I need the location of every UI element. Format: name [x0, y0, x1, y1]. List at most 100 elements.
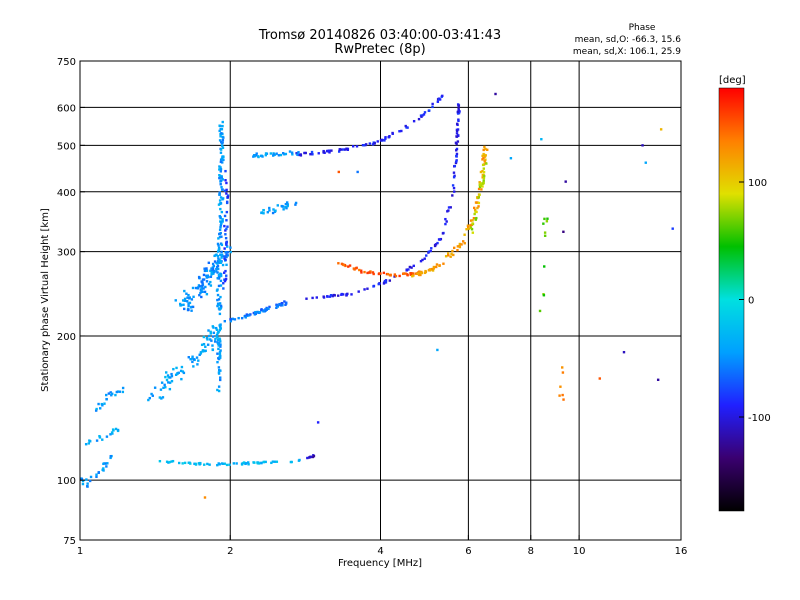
echo-point — [212, 326, 215, 329]
echo-point — [447, 254, 450, 257]
echo-point — [438, 264, 441, 267]
echo-point — [216, 267, 220, 271]
echo-point — [371, 143, 375, 146]
echo-point — [290, 460, 293, 464]
y-axis: 75 100 200 300 400 500 600 750 — [57, 57, 85, 547]
echo-point — [405, 273, 409, 276]
y-tick-label: 600 — [57, 103, 76, 114]
echo-point — [543, 234, 547, 237]
echo-point — [170, 460, 173, 463]
echo-point — [191, 360, 194, 364]
echo-point — [220, 141, 224, 145]
echo-point — [304, 151, 307, 155]
echo-point — [477, 205, 480, 208]
echo-point — [211, 335, 215, 338]
echo-point — [423, 257, 426, 260]
echo-point — [299, 154, 303, 157]
echo-point — [460, 243, 463, 246]
echo-point — [469, 224, 472, 227]
echo-point — [209, 332, 213, 335]
chart-subtitle: RwPretec (8p) — [334, 42, 425, 57]
echo-point — [262, 460, 266, 464]
echo-point — [418, 270, 421, 273]
echo-point — [388, 135, 391, 138]
echo-point — [215, 267, 218, 271]
echo-point — [181, 462, 184, 465]
echo-point — [564, 180, 567, 183]
echo-point — [379, 272, 382, 275]
echo-point — [472, 217, 476, 220]
echo-point — [218, 228, 222, 232]
echo-point — [331, 294, 334, 298]
echo-point — [474, 201, 478, 204]
echo-point — [218, 276, 221, 279]
echo-point — [220, 256, 223, 259]
echo-point — [419, 273, 422, 277]
echo-point — [456, 110, 460, 113]
echo-point — [431, 105, 434, 109]
echo-point — [217, 244, 220, 247]
echo-point — [229, 319, 233, 323]
echo-point — [217, 298, 221, 301]
echo-point — [176, 372, 179, 375]
echo-point — [191, 355, 194, 358]
echo-point — [217, 371, 221, 374]
echo-point — [481, 163, 485, 167]
echo-point — [224, 233, 227, 236]
echo-point — [467, 226, 470, 229]
echo-point — [455, 129, 459, 133]
echo-point — [377, 282, 380, 286]
echo-point — [297, 459, 301, 462]
echo-point — [371, 271, 375, 274]
echo-point — [225, 242, 228, 245]
echo-points — [80, 92, 674, 499]
echo-point — [455, 132, 459, 135]
echo-point — [217, 237, 220, 240]
echo-point — [260, 211, 263, 215]
echo-point — [482, 176, 486, 180]
echo-point — [224, 251, 227, 254]
echo-point — [225, 240, 229, 244]
x-tick-label: 16 — [675, 546, 688, 557]
echo-point — [170, 372, 173, 376]
echo-point — [219, 259, 222, 263]
echo-point — [272, 153, 275, 156]
echo-point — [206, 274, 210, 277]
echo-point — [256, 310, 259, 314]
echo-point — [450, 252, 453, 256]
echo-point — [436, 241, 439, 245]
echo-point — [224, 269, 227, 273]
echo-point — [475, 210, 478, 214]
echo-point — [194, 463, 198, 466]
echo-point — [641, 144, 644, 147]
echo-point — [200, 288, 203, 291]
echo-point — [455, 154, 458, 158]
echo-point — [477, 196, 480, 199]
echo-point — [147, 398, 150, 402]
echo-point — [101, 438, 104, 441]
echo-point — [561, 371, 565, 374]
echo-point — [218, 337, 221, 340]
echo-point — [264, 308, 267, 311]
echo-point — [559, 385, 562, 388]
echo-point — [441, 94, 444, 98]
echo-point — [109, 455, 112, 458]
echo-point — [216, 352, 219, 355]
echo-point — [191, 357, 194, 360]
echo-point — [558, 394, 561, 397]
echo-point — [216, 271, 219, 274]
echo-point — [217, 366, 221, 369]
echo-point — [483, 145, 486, 149]
echo-point — [169, 376, 172, 379]
echo-point — [109, 433, 112, 436]
echo-point — [402, 272, 405, 275]
echo-point — [216, 388, 219, 392]
echo-point — [282, 151, 285, 155]
echo-point — [216, 336, 219, 339]
echo-point — [165, 460, 169, 463]
echo-point — [366, 271, 369, 275]
echo-point — [98, 434, 101, 438]
echo-point — [307, 456, 311, 459]
echo-point — [179, 369, 183, 373]
echo-point — [218, 193, 221, 196]
